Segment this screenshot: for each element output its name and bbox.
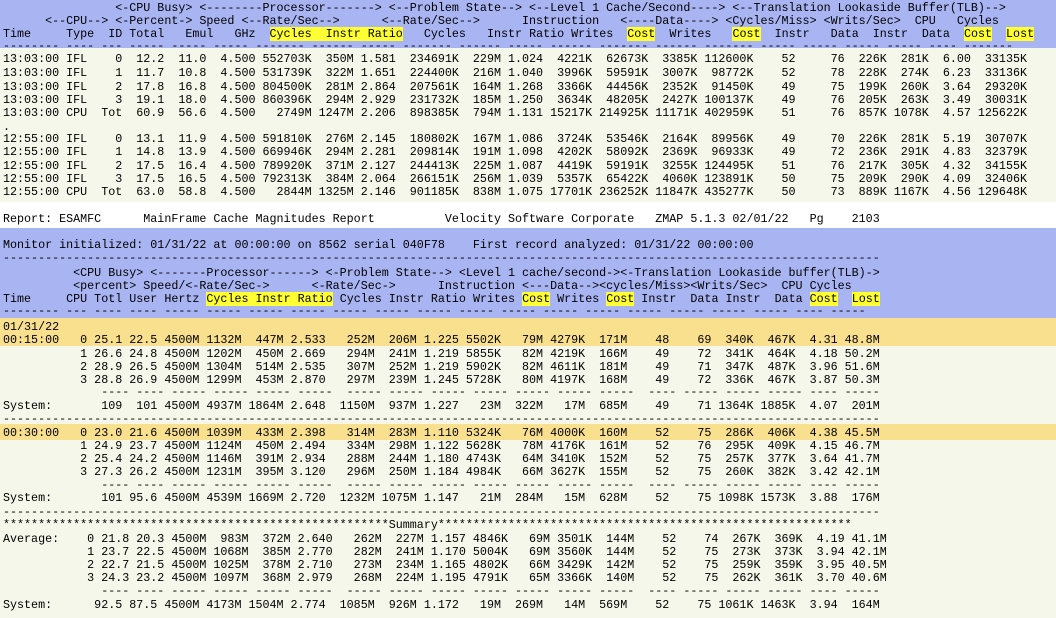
top-header-rule: -------- ---- --- ----- ----- ----- ----…: [3, 39, 1013, 53]
section-date: 01/31/22: [3, 320, 60, 334]
section-row: 00:30:00 0 23.0 21.6 4500M 1039M 433M 2.…: [3, 426, 880, 440]
lost-label: Lost: [1006, 27, 1035, 41]
summary-system-row: System: 92.5 87.5 4500M 4173M 1504M 2.77…: [3, 598, 880, 612]
top-data-row: 12:55:00 IFL 0 13.1 11.9 4.500 591810K 2…: [3, 132, 1027, 146]
cycles-label: Cycles: [269, 27, 312, 41]
section-system-row: System: 101 95.6 4500M 4539M 1669M 2.720…: [3, 491, 880, 505]
section-system-row: System: 109 101 4500M 4937M 1864M 2.648 …: [3, 399, 880, 413]
section-row: 2 28.9 26.5 4500M 1304M 514M 2.535 307M …: [3, 360, 880, 374]
monitor-rule: ----------------------------------------…: [3, 251, 880, 265]
section-rule: ----------------------------------------…: [3, 505, 880, 519]
summary-row: 1 23.7 22.5 4500M 1068M 385M 2.770 282M …: [3, 545, 887, 559]
section-row: 3 27.3 26.2 4500M 1231M 395M 3.120 296M …: [3, 465, 880, 479]
section-row: 00:15:00 0 25.1 22.5 4500M 1132M 447M 2.…: [3, 333, 880, 347]
top-header-band: [0, 0, 1056, 48]
cost-label: Cost: [809, 292, 838, 306]
top-data-band: [0, 48, 1056, 202]
cycles-label: Cycles: [206, 292, 249, 306]
top-header-line-1: <-CPU Busy> <--------Processor-------> <…: [3, 1, 1006, 15]
top-data-row: 13:03:00 IFL 2 17.8 16.8 4.500 804500K 2…: [3, 80, 1027, 94]
monitor-header-rule: -------- --- ---- ---- ----- ----- -----…: [3, 304, 866, 318]
summary-row: Average: 0 21.8 20.3 4500M 983M 372M 2.6…: [3, 532, 887, 546]
ratio-label: Ratio: [367, 27, 403, 41]
cost-label: Cost: [606, 292, 635, 306]
cost-label: Cost: [732, 27, 761, 41]
top-data-row-separator: .: [3, 120, 11, 134]
summary-row: 3 24.3 23.2 4500M 1097M 368M 2.979 268M …: [3, 571, 887, 585]
section-row: 3 28.8 26.9 4500M 1299M 453M 2.870 297M …: [3, 373, 880, 387]
section-row: 1 24.9 23.7 4500M 1124M 450M 2.494 334M …: [3, 439, 880, 453]
monitor-header-line-2: <percent> Speed/<-Rate/Sec-> <-Rate/Sec-…: [3, 279, 852, 293]
section-row: 1 26.6 24.8 4500M 1202M 450M 2.669 294M …: [3, 347, 880, 361]
instr-label: Instr: [325, 27, 361, 41]
instr-label: Instr: [255, 292, 291, 306]
cost-label: Cost: [522, 292, 551, 306]
section-sum-rule: ---- ---- ----- ----- ----- ----- ----- …: [3, 478, 880, 492]
section-row: 2 25.4 24.2 4500M 1146M 391M 2.934 288M …: [3, 452, 880, 466]
top-data-row: 12:55:00 IFL 3 17.5 16.5 4.500 792313K 3…: [3, 172, 1027, 186]
cost-label: Cost: [627, 27, 656, 41]
summary-title: ****************************************…: [3, 518, 852, 532]
cost-label: Cost: [963, 27, 993, 41]
monitor-header-line-3: Time CPU Totl User Hertz Cycles Instr Ra…: [3, 292, 880, 306]
top-data-row: 12:55:00 CPU Tot 63.0 58.8 4.500 2844M 1…: [3, 185, 1027, 199]
monitor-header-line-1: <CPU Busy> <-------Processor------> <-Pr…: [3, 266, 880, 280]
summary-body: [0, 520, 1056, 618]
summary-row: 2 22.7 21.5 4500M 1025M 378M 2.710 273M …: [3, 558, 887, 572]
section-2-body: [0, 424, 1056, 520]
section-rule: ----------------------------------------…: [3, 412, 880, 426]
summary-sum-rule: ---- ---- ----- ----- ----- ----- ----- …: [3, 584, 880, 598]
top-header-line-3: Time Type ID Total Emul GHz Cycles Instr…: [3, 27, 1035, 41]
top-data-row: 13:03:00 CPU Tot 60.9 56.6 4.500 2749M 1…: [3, 106, 1027, 120]
top-data-row: 13:03:00 IFL 3 19.1 18.0 4.500 860396K 2…: [3, 93, 1027, 107]
lost-label: Lost: [851, 292, 880, 306]
top-data-row: 12:55:00 IFL 2 17.5 16.4 4.500 789920K 3…: [3, 159, 1027, 173]
ratio-label: Ratio: [297, 292, 333, 306]
report-title-line: Report: ESAMFC MainFrame Cache Magnitude…: [3, 212, 880, 226]
section-2-highlight: [0, 424, 1056, 440]
top-data-row: 13:03:00 IFL 0 12.2 11.0 4.500 552703K 3…: [3, 52, 1027, 66]
section-1-highlight: [0, 318, 1056, 346]
section-sum-rule: ---- ---- ----- ----- ----- ----- ----- …: [3, 385, 880, 399]
top-data-row: 13:03:00 IFL 1 11.7 10.8 4.500 531739K 3…: [3, 66, 1027, 80]
monitor-info-line: Monitor initialized: 01/31/22 at 00:00:0…: [3, 238, 754, 252]
top-header-line-2: <--CPU--> <-Percent-> Speed <--Rate/Sec-…: [3, 14, 999, 28]
top-data-row: 12:55:00 IFL 1 14.8 13.9 4.500 669946K 2…: [3, 145, 1027, 159]
